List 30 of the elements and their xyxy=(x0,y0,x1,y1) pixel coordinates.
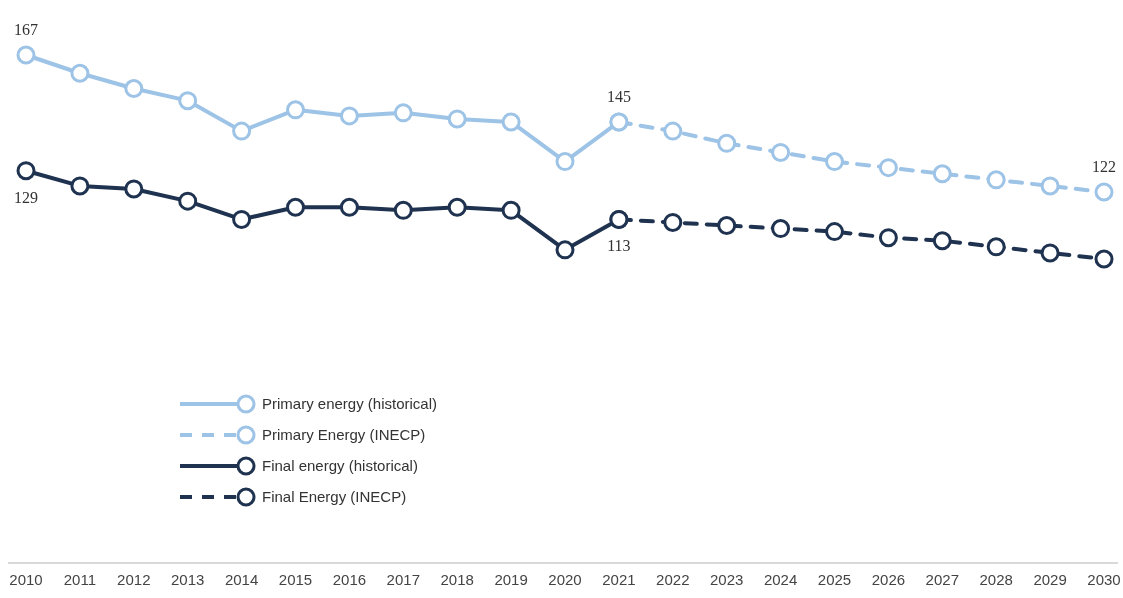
x-tick-label: 2016 xyxy=(332,571,367,588)
x-tick-label: 2014 xyxy=(224,571,259,588)
x-tick-label: 2021 xyxy=(602,571,636,588)
x-tick-label: 2019 xyxy=(494,571,528,588)
data-label: 145 xyxy=(606,87,631,105)
legend-label: Final energy (historical) xyxy=(262,457,418,474)
x-tick-label: 2017 xyxy=(386,571,420,588)
data-label: 113 xyxy=(607,237,631,255)
x-tick-label: 2018 xyxy=(440,571,474,588)
legend-label: Primary Energy (INECP) xyxy=(262,426,426,443)
x-tick-label: 2030 xyxy=(1087,571,1121,588)
x-tick-label: 2029 xyxy=(1033,571,1067,588)
x-tick-label: 2013 xyxy=(171,571,205,588)
x-tick-label: 2015 xyxy=(278,571,313,588)
x-tick-label: 2020 xyxy=(548,571,582,588)
x-tick-label: 2024 xyxy=(763,571,798,588)
legend-label: Primary energy (historical) xyxy=(262,395,438,412)
legend-label: Final Energy (INECP) xyxy=(262,488,407,505)
x-tick-label: 2025 xyxy=(817,571,852,588)
data-label: 129 xyxy=(14,188,38,206)
data-label: 167 xyxy=(14,21,38,38)
x-tick-label: 2022 xyxy=(656,571,690,588)
x-tick-label: 2023 xyxy=(710,571,744,588)
x-tick-label: 2012 xyxy=(117,571,151,588)
x-tick-label: 2011 xyxy=(63,571,97,588)
data-label: 122 xyxy=(1092,158,1116,176)
x-tick-label: 2028 xyxy=(979,571,1013,588)
x-tick-label: 2010 xyxy=(9,571,43,588)
x-tick-label: 2027 xyxy=(925,571,959,588)
x-tick-label: 2026 xyxy=(871,571,906,588)
